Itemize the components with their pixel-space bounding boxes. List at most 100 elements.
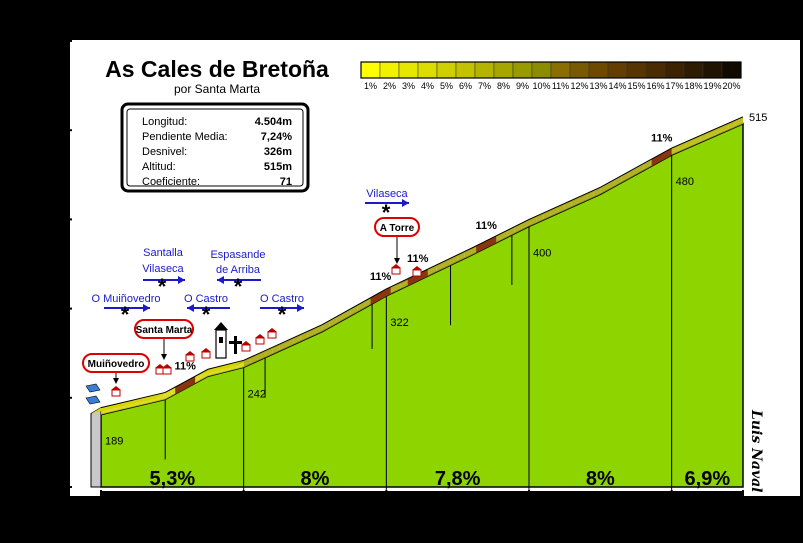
legend-label: 8% bbox=[497, 81, 510, 91]
legend-label: 13% bbox=[589, 81, 607, 91]
x-axis-line bbox=[101, 491, 743, 496]
place-arrow-head bbox=[394, 258, 400, 264]
x-tick-label: 2 bbox=[383, 500, 390, 515]
legend-label: 19% bbox=[703, 81, 721, 91]
junction-star: * bbox=[202, 302, 211, 327]
house-roof-icon bbox=[201, 348, 211, 352]
x-tick-label: 4,50 bbox=[730, 500, 755, 515]
house-roof-icon bbox=[111, 386, 121, 390]
band-face bbox=[322, 320, 330, 332]
segment-grade-label: 8% bbox=[586, 468, 615, 490]
peak-patch-face bbox=[651, 148, 672, 167]
house-icon bbox=[412, 269, 422, 277]
junction-label: Vilaseca bbox=[366, 188, 408, 200]
legend-swatch bbox=[645, 61, 666, 79]
y-tick-label: 400 bbox=[36, 212, 58, 227]
house-roof-icon bbox=[185, 351, 195, 355]
stat-label: Altitud: bbox=[142, 161, 176, 173]
legend-label: 14% bbox=[608, 81, 626, 91]
segment-grades: 5,3% 8% 7,8% 8% 6,9% bbox=[150, 468, 731, 490]
legend-swatch bbox=[436, 61, 457, 79]
y-tick-label: 100 bbox=[36, 480, 58, 495]
elevation-label: 515 bbox=[749, 112, 767, 124]
y-tick-label: 300 bbox=[36, 302, 58, 317]
band-face bbox=[643, 159, 651, 171]
band-face bbox=[636, 163, 644, 175]
house-icon bbox=[391, 267, 401, 275]
stat-label: Coeficiente: bbox=[142, 176, 200, 188]
place-label: A Torre bbox=[380, 223, 415, 234]
band-face bbox=[621, 171, 629, 183]
legend-label: 3% bbox=[402, 81, 415, 91]
start-marker-icon bbox=[85, 383, 101, 393]
legend-swatch bbox=[531, 61, 552, 79]
stat-value: 326m bbox=[264, 146, 292, 158]
legend-swatch bbox=[664, 61, 685, 79]
elevation-label: 242 bbox=[248, 388, 266, 400]
house-roof-icon bbox=[255, 334, 265, 338]
church-roof-icon bbox=[214, 322, 228, 330]
peak-patch-face bbox=[476, 235, 497, 253]
place-label-box bbox=[134, 319, 194, 339]
legend-swatch bbox=[683, 61, 704, 79]
legend-label: 5% bbox=[440, 81, 453, 91]
segment-grade-label: 7,8% bbox=[435, 468, 481, 490]
junction-arrow-head bbox=[178, 276, 185, 284]
x-tick-label: 3 bbox=[525, 500, 532, 515]
legend-label: 16% bbox=[646, 81, 664, 91]
legend-swatch bbox=[379, 61, 400, 79]
band-face bbox=[600, 183, 608, 195]
band-face bbox=[329, 316, 337, 328]
junction-label: de Arriba bbox=[216, 264, 261, 276]
peak-patch-face bbox=[370, 286, 391, 305]
house-icon bbox=[185, 354, 195, 362]
band-face bbox=[165, 388, 173, 400]
chart-title: As Cales de Bretoña bbox=[105, 56, 329, 82]
place-arrow-head bbox=[113, 378, 119, 384]
band-face bbox=[158, 392, 166, 402]
axes: 100 200 300 400 500 600 0 1 2 3 4 4,50 bbox=[36, 34, 755, 515]
band-face bbox=[607, 179, 615, 191]
stat-label: Desnivel: bbox=[142, 146, 187, 158]
stats-box: Longitud: 4.504m Pendiente Media: 7,24% Desn… bbox=[120, 102, 310, 193]
peak-patch-face bbox=[407, 269, 428, 286]
band-face bbox=[350, 304, 358, 316]
place-arrow-head bbox=[161, 354, 167, 360]
house-roof-icon bbox=[412, 266, 422, 270]
segment-grade-label: 6,9% bbox=[685, 468, 731, 490]
house-icon bbox=[255, 337, 265, 345]
house-roof-icon bbox=[267, 328, 277, 332]
junction-label: O Muiñovedro bbox=[91, 293, 160, 305]
segment-grade-label: 8% bbox=[301, 468, 330, 490]
junction-arrow-head bbox=[187, 304, 194, 312]
kilometer-lines bbox=[164, 155, 673, 491]
legend-swatch bbox=[569, 61, 590, 79]
legend-label: 2% bbox=[383, 81, 396, 91]
place-label: Muiñovedro bbox=[88, 359, 145, 370]
grade-legend: 1% 2% 3% 4% 5% 6% 7% 8% 9% 10% 11% 12% 13% 14% 15% 16% 1… bbox=[360, 61, 742, 91]
peak-grades: 11% 11% 11% 11% 11% bbox=[174, 133, 672, 373]
band-face bbox=[343, 308, 351, 320]
band-face bbox=[614, 175, 622, 187]
junction-star: * bbox=[382, 200, 391, 225]
legend-swatch bbox=[721, 61, 742, 79]
legend-swatch bbox=[550, 61, 571, 79]
profile-side-face bbox=[90, 406, 102, 488]
place-label-box bbox=[374, 217, 420, 237]
house-icon bbox=[201, 351, 211, 359]
band-face bbox=[357, 300, 365, 312]
place-label: Santa Marta bbox=[136, 325, 193, 336]
house-icon bbox=[267, 331, 277, 339]
house-icon bbox=[162, 367, 172, 375]
cross-icon bbox=[234, 336, 237, 354]
segment-grade-label: 5,3% bbox=[150, 468, 196, 490]
junction-star: * bbox=[278, 302, 287, 327]
house-roof-icon bbox=[162, 364, 172, 368]
band-top-edge bbox=[100, 116, 744, 409]
junction-arrow-head bbox=[402, 199, 409, 207]
junction-arrow-head bbox=[217, 276, 224, 284]
stat-label: Pendiente Media: bbox=[142, 131, 228, 143]
legend-label: 12% bbox=[570, 81, 588, 91]
junction-star: * bbox=[234, 274, 243, 299]
